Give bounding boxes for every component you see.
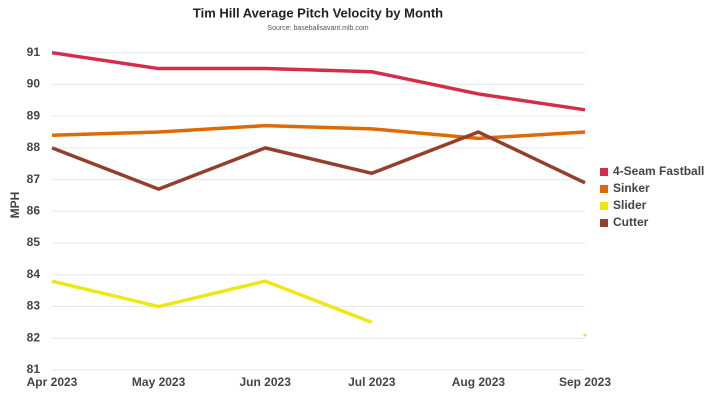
y-tick-label: 87 (27, 172, 41, 186)
legend-swatch (600, 185, 608, 193)
y-tick-label: 84 (27, 267, 41, 281)
line-series (51, 130, 586, 191)
y-tick-label: 83 (27, 299, 41, 313)
line-series (51, 50, 586, 112)
legend-label: 4-Seam Fastball (613, 164, 704, 178)
legend-label: Sinker (613, 181, 650, 195)
legend-label: Slider (613, 198, 647, 212)
legend-swatch (600, 219, 608, 227)
x-tick-label: May 2023 (132, 375, 186, 389)
legend-swatch (600, 168, 608, 176)
line-series (51, 123, 586, 141)
y-tick-label: 89 (27, 108, 41, 122)
y-tick-label: 91 (27, 45, 41, 59)
legend-label: Cutter (613, 215, 649, 229)
x-tick-label: Aug 2023 (452, 375, 506, 389)
y-tick-label: 85 (27, 235, 41, 249)
y-axis-label: MPH (8, 192, 22, 219)
x-tick-label: Apr 2023 (27, 375, 78, 389)
x-tick-label: Sep 2023 (559, 375, 611, 389)
x-tick-label: Jun 2023 (240, 375, 292, 389)
legend-swatch (600, 202, 608, 210)
x-tick-label: Jul 2023 (348, 375, 396, 389)
y-tick-label: 86 (27, 204, 41, 218)
line-series (51, 279, 373, 325)
line-point (583, 333, 587, 337)
y-tick-label: 90 (27, 77, 41, 91)
y-tick-label: 88 (27, 140, 41, 154)
chart-title: Tim Hill Average Pitch Velocity by Month (193, 5, 443, 20)
y-tick-label: 82 (27, 330, 41, 344)
chart-subtitle: Source: baseballsavant.mlb.com (267, 25, 368, 32)
y-tick-label: 81 (27, 362, 41, 376)
